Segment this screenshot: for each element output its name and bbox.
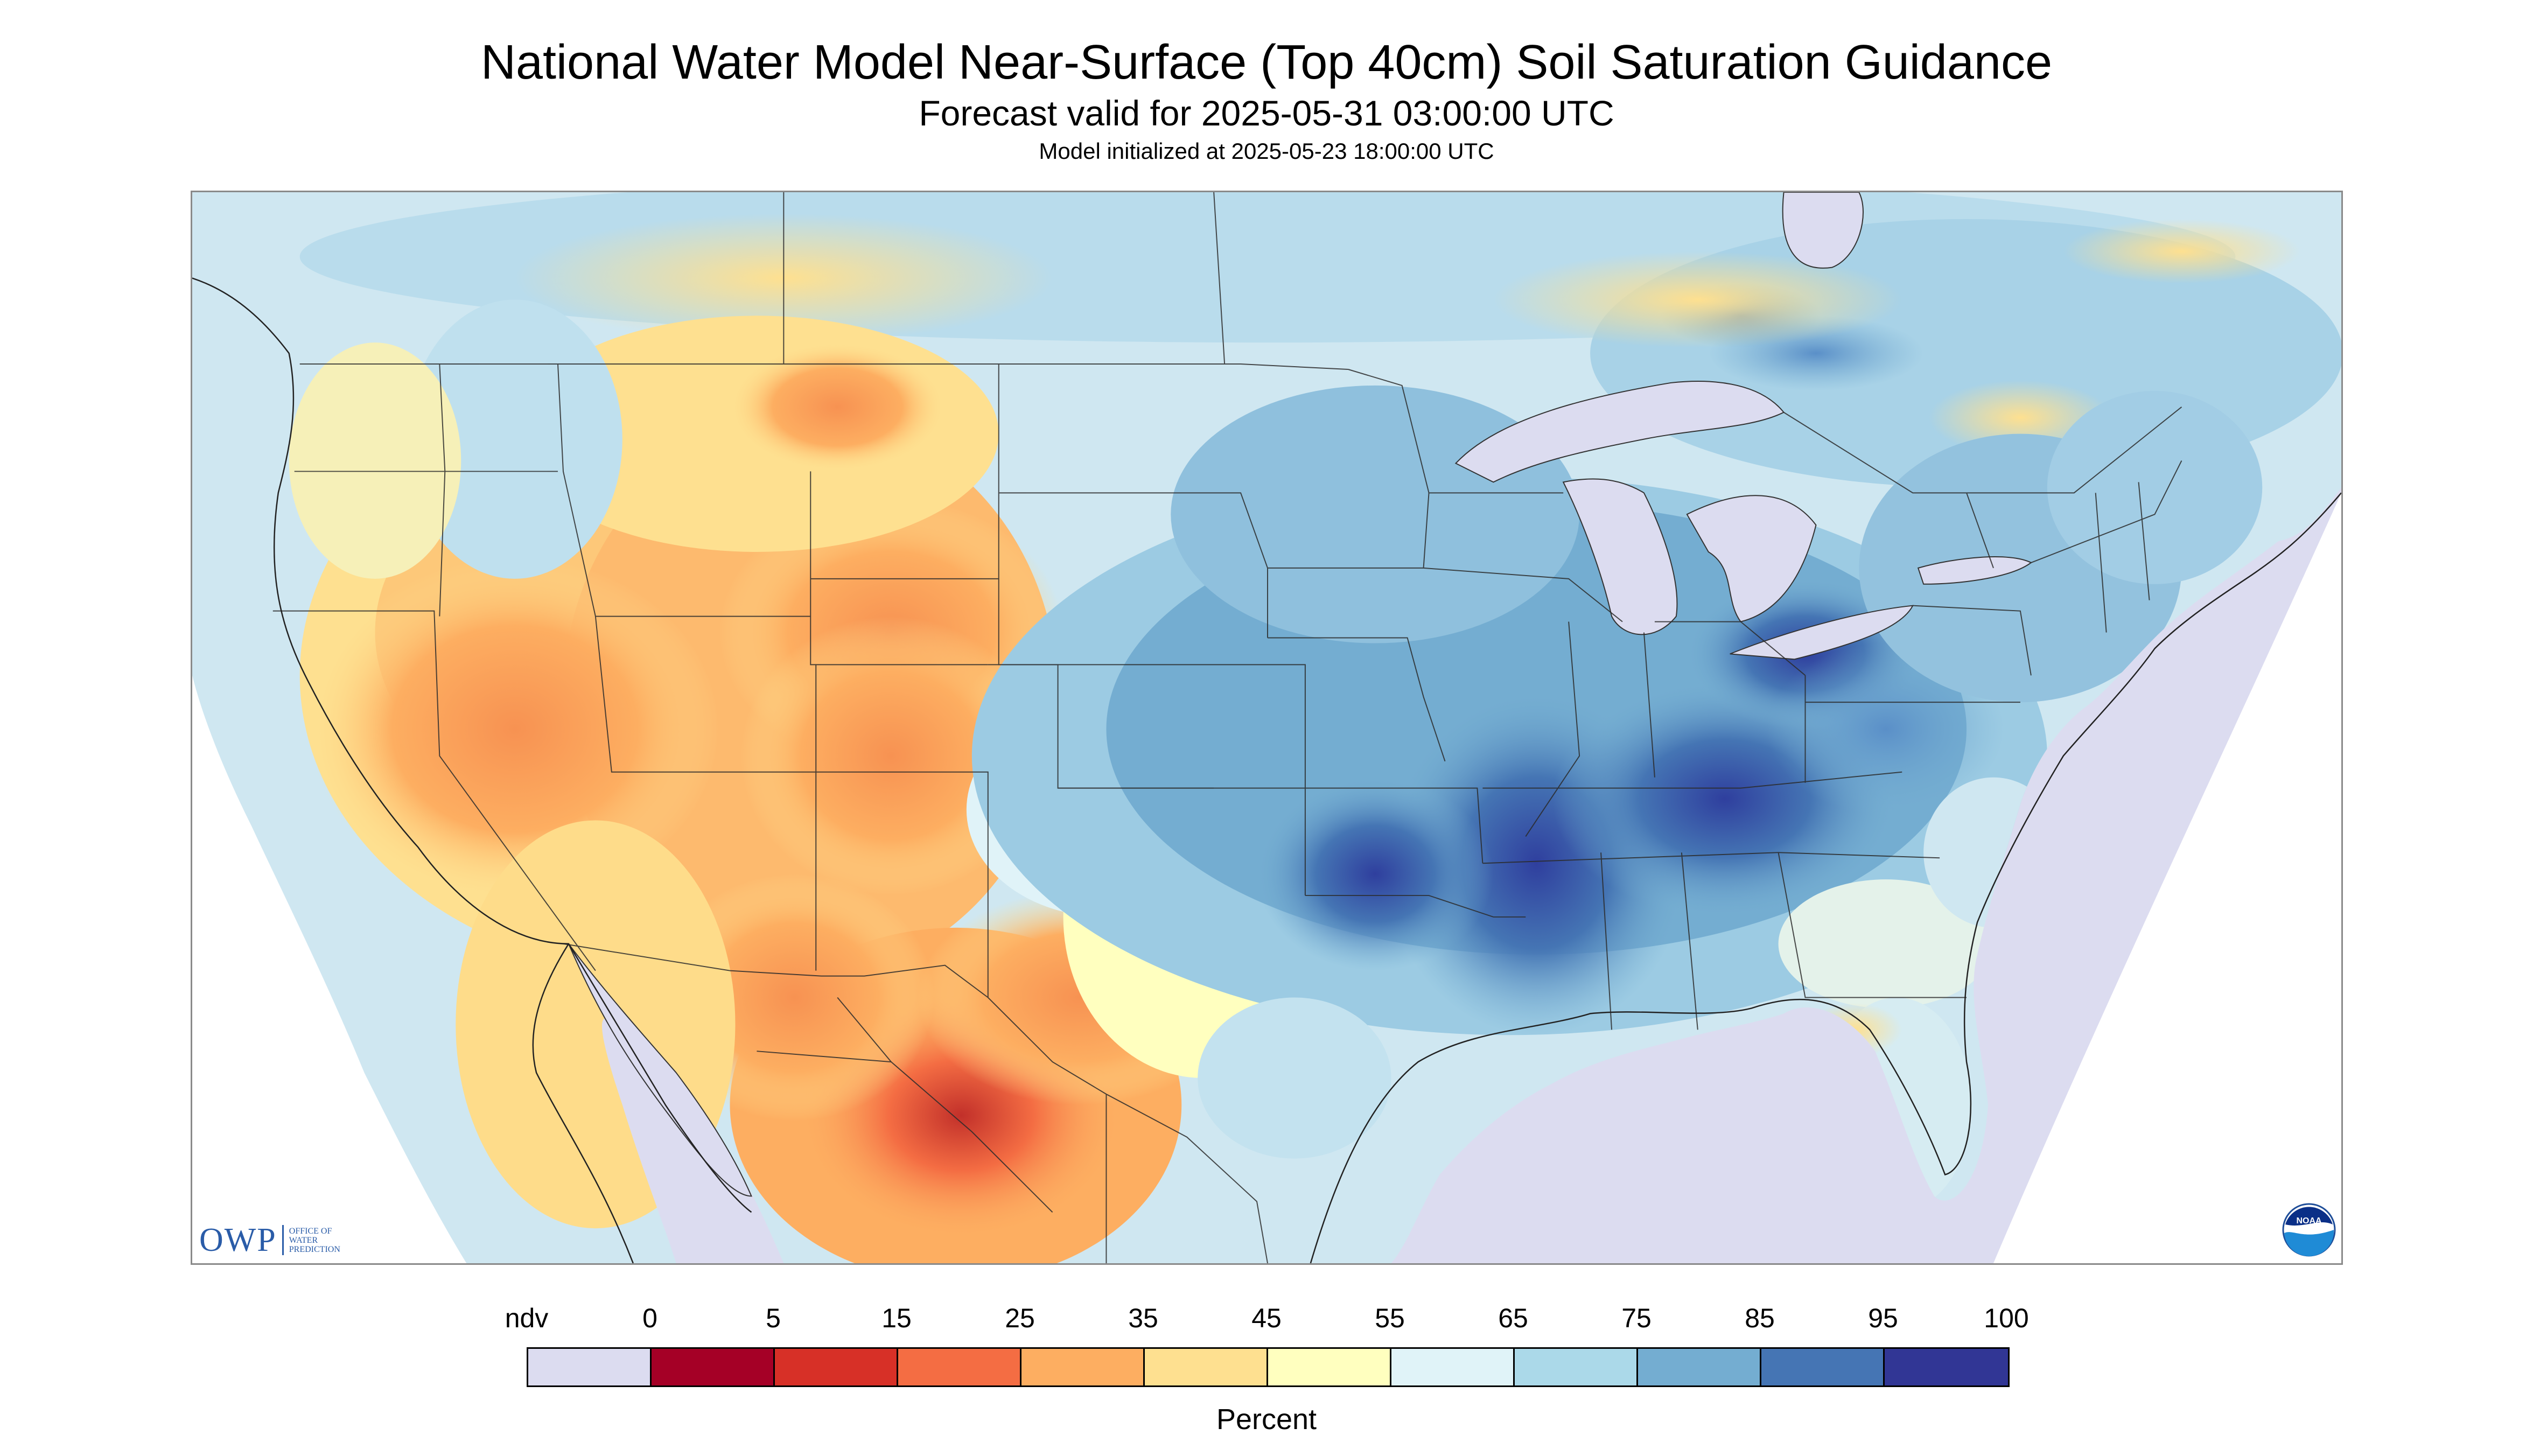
map-subtitle: Forecast valid for 2025-05-31 03:00:00 U… (919, 93, 1614, 133)
colorbar-swatch (1515, 1349, 1638, 1385)
legend-labels: ndv 0 5 15 25 35 45 55 65 75 85 95 100 (0, 1302, 2533, 1334)
political-boundaries (272, 192, 2182, 1263)
owp-subtext-line: WATER (289, 1235, 318, 1245)
legend-label: 5 (766, 1303, 781, 1333)
noaa-logo: NOAA (2282, 1203, 2336, 1257)
legend-label: 35 (1128, 1303, 1158, 1333)
map-title: National Water Model Near-Surface (Top 4… (480, 36, 2052, 89)
great-lakes (1454, 381, 2032, 660)
owp-logo: OWP OFFICE OF WATER PREDICTION (199, 1221, 340, 1259)
legend-label: 25 (1005, 1303, 1035, 1333)
coastline (192, 277, 2341, 1263)
legend-label: 65 (1498, 1303, 1528, 1333)
colorbar-swatch (1638, 1349, 1761, 1385)
map-canvas (192, 192, 2341, 1263)
owp-logo-subtext: OFFICE OF WATER PREDICTION (289, 1227, 340, 1254)
legend-label: 95 (1868, 1303, 1898, 1333)
colorbar-swatch (652, 1349, 775, 1385)
legend-label: 100 (1984, 1303, 2029, 1333)
colorbar-swatch (1021, 1349, 1145, 1385)
colorbar-swatch (1761, 1349, 1885, 1385)
legend-label: ndv (505, 1303, 549, 1333)
legend-label: 85 (1745, 1303, 1775, 1333)
owp-logo-divider (282, 1225, 284, 1255)
land-field (192, 192, 2341, 1263)
legend-label: 55 (1375, 1303, 1405, 1333)
colorbar-unit-label: Percent (1216, 1403, 1317, 1436)
colorbar-swatch (898, 1349, 1021, 1385)
model-init-text: Model initialized at 2025-05-23 18:00:00… (1039, 138, 1494, 164)
legend-label: 15 (881, 1303, 912, 1333)
legend-label: 75 (1621, 1303, 1652, 1333)
owp-logo-mark: OWP (199, 1221, 277, 1258)
legend-label: 0 (642, 1303, 657, 1333)
colorbar (527, 1347, 2010, 1387)
colorbar-swatch (775, 1349, 898, 1385)
legend-label: 45 (1251, 1303, 1282, 1333)
colorbar-swatch (1268, 1349, 1391, 1385)
colorbar-swatch (1885, 1349, 2008, 1385)
colorbar-swatch (1145, 1349, 1268, 1385)
owp-subtext-line: OFFICE OF (289, 1226, 332, 1236)
colorbar-swatch (528, 1349, 652, 1385)
soil-saturation-map (191, 191, 2343, 1265)
noaa-logo-text: NOAA (2296, 1216, 2322, 1226)
colorbar-swatch (1391, 1349, 1515, 1385)
owp-subtext-line: PREDICTION (289, 1244, 340, 1254)
